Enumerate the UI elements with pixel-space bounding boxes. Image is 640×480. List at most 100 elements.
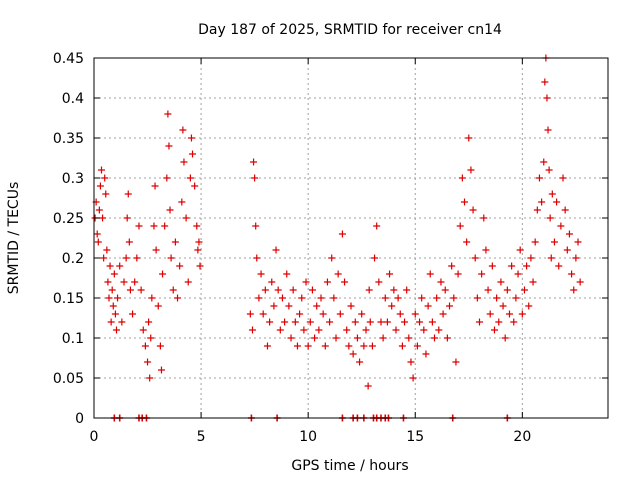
data-point: [570, 286, 578, 294]
data-point: [150, 222, 158, 230]
data-point: [156, 342, 164, 350]
data-point: [306, 318, 314, 326]
data-point: [148, 294, 156, 302]
data-point: [105, 294, 113, 302]
gridlines: [94, 58, 608, 418]
data-point: [268, 278, 276, 286]
data-point: [540, 158, 548, 166]
data-point: [332, 334, 340, 342]
y-tick-label: 0.15: [53, 291, 84, 307]
data-point: [179, 126, 187, 134]
data-point: [418, 294, 426, 302]
x-axis: 0 5 10 15 20: [90, 58, 531, 445]
data-point: [285, 302, 293, 310]
data-point: [133, 254, 141, 262]
data-point: [347, 302, 355, 310]
data-point: [420, 326, 428, 334]
data-point: [248, 326, 256, 334]
data-point: [469, 206, 477, 214]
data-point: [523, 262, 531, 270]
data-point: [278, 294, 286, 302]
data-point: [437, 278, 445, 286]
data-point: [274, 286, 282, 294]
x-axis-label: GPS time / hours: [291, 458, 408, 474]
data-point: [251, 174, 259, 182]
data-point: [193, 222, 201, 230]
data-point: [416, 318, 424, 326]
data-point: [187, 134, 195, 142]
data-point: [368, 342, 376, 350]
data-point: [545, 166, 553, 174]
data-point: [441, 286, 449, 294]
data-point: [178, 198, 186, 206]
data-point: [473, 294, 481, 302]
data-point: [169, 286, 177, 294]
data-point: [326, 318, 334, 326]
data-point: [508, 262, 516, 270]
data-point: [137, 286, 145, 294]
data-point: [561, 206, 569, 214]
data-point: [186, 174, 194, 182]
data-point: [448, 262, 456, 270]
data-point: [381, 294, 389, 302]
data-point: [163, 174, 171, 182]
data-point: [276, 326, 284, 334]
data-point: [289, 286, 297, 294]
data-point: [471, 254, 479, 262]
data-point: [145, 318, 153, 326]
data-point: [439, 310, 447, 318]
data-point: [315, 326, 323, 334]
y-tick-label: 0.05: [53, 371, 84, 387]
data-point: [151, 182, 159, 190]
data-point: [484, 286, 492, 294]
data-point: [250, 158, 258, 166]
data-point: [360, 342, 368, 350]
data-point: [568, 270, 576, 278]
data-point: [525, 302, 533, 310]
data-point: [152, 246, 160, 254]
data-point: [139, 326, 147, 334]
data-point: [390, 286, 398, 294]
data-point: [364, 382, 372, 390]
data-point: [261, 286, 269, 294]
data-point: [563, 246, 571, 254]
data-point: [118, 318, 126, 326]
data-point: [191, 182, 199, 190]
data-point: [463, 238, 471, 246]
data-point: [112, 326, 120, 334]
data-point: [161, 222, 169, 230]
data-point: [270, 302, 278, 310]
x-tick-label: 0: [90, 429, 99, 445]
data-point: [255, 294, 263, 302]
data-point: [450, 294, 458, 302]
data-point: [114, 294, 122, 302]
data-point: [102, 190, 110, 198]
data-point: [135, 222, 143, 230]
data-point: [141, 342, 149, 350]
data-point: [336, 310, 344, 318]
x-tick-label: 10: [299, 429, 317, 445]
data-point: [505, 310, 513, 318]
data-point: [555, 262, 563, 270]
data-point: [343, 326, 351, 334]
data-point: [503, 286, 511, 294]
data-point: [351, 318, 359, 326]
data-point: [174, 294, 182, 302]
data-point: [291, 318, 299, 326]
data-point: [107, 318, 115, 326]
data-point: [467, 166, 475, 174]
data-point: [386, 270, 394, 278]
data-point: [426, 270, 434, 278]
data-point: [317, 294, 325, 302]
data-point: [111, 310, 119, 318]
data-point: [100, 254, 108, 262]
data-point: [362, 326, 370, 334]
data-point: [94, 238, 102, 246]
data-point: [514, 270, 522, 278]
data-point: [124, 190, 132, 198]
data-point: [123, 214, 131, 222]
data-point: [95, 206, 103, 214]
data-point: [328, 254, 336, 262]
data-point: [334, 270, 342, 278]
data-point: [184, 278, 192, 286]
